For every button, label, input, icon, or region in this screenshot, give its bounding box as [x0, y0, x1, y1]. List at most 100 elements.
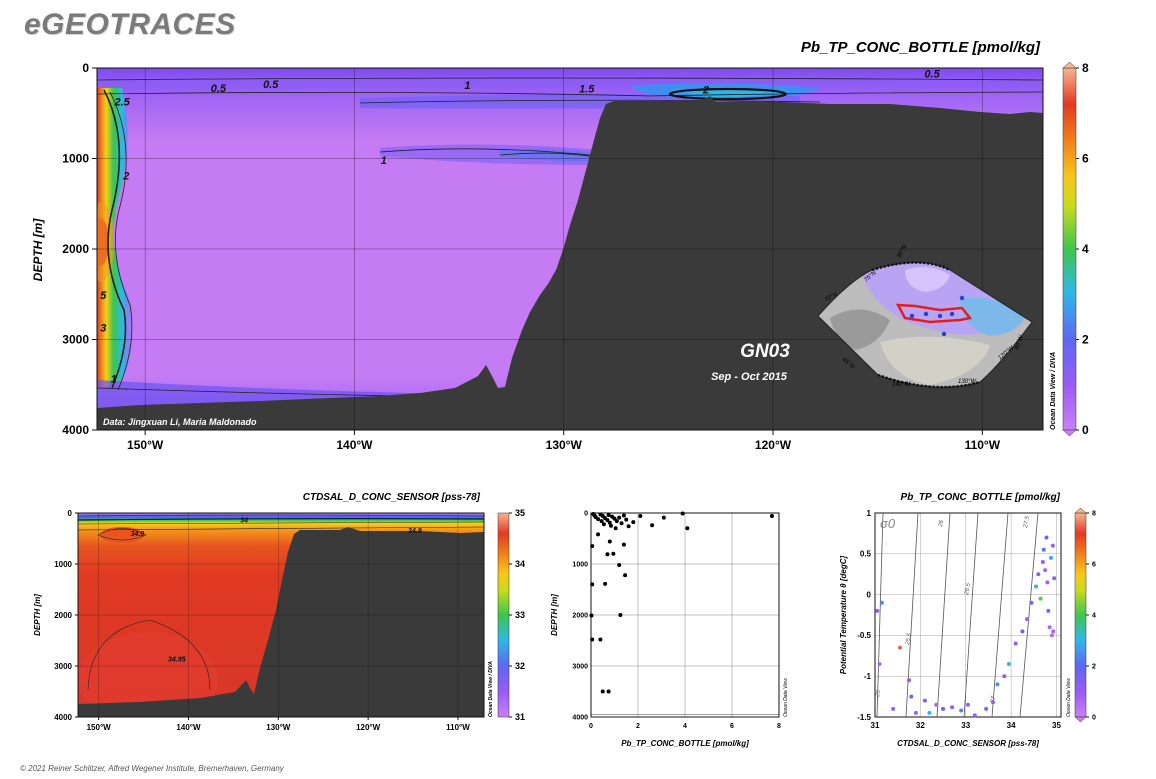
ts-point [1045, 580, 1050, 585]
sal-colorbar-ticks: 31 32 33 34 35 [509, 508, 525, 722]
ts-point [1050, 543, 1055, 548]
ts-frame [874, 512, 1062, 718]
profile-point [617, 563, 622, 568]
main-seafloor [97, 96, 1043, 430]
y-tick-label: 3000 [54, 662, 72, 671]
cruise-date: Sep - Oct 2015 [711, 371, 788, 383]
profile-point [685, 526, 690, 531]
profile-point [661, 515, 666, 520]
inset-canada [880, 336, 990, 385]
ts-point [941, 706, 946, 711]
contour-label: 3 [100, 323, 106, 335]
ts-point [934, 702, 939, 707]
isopycnal-label: 27 [990, 695, 997, 704]
inset-label-130w: 130°W [958, 379, 977, 385]
ts-point [1051, 629, 1056, 634]
main-colorbar-bottom-arrow [1062, 429, 1077, 437]
profile-point [590, 637, 595, 642]
y-tick-label: 2000 [572, 613, 588, 620]
profile-point [607, 520, 612, 525]
main-contour-labels: 0.5 0.5 1 1.5 2 0.5 1 2.5 2 5 3 1 [100, 68, 940, 385]
x-tick-label: 150°W [127, 438, 164, 452]
ts-point [1002, 674, 1007, 679]
profile-scatter-plot: 0 2 4 6 8 0 1000 2000 3000 4000 Pb_TP_CONC_BOTTLE… [550, 511, 789, 749]
y-tick-label: 2000 [54, 611, 72, 620]
profile-watermark: Ocean Data View [783, 678, 789, 717]
x-tick-label: 8 [777, 723, 781, 730]
sigma-label: σ0 [880, 516, 896, 531]
section-name: GN03 [740, 341, 790, 362]
copyright-footer: © 2021 Reiner Schlitzer, Alfred Wegener … [20, 764, 284, 773]
profile-point [601, 522, 606, 527]
colorbar-tick-label: 35 [515, 508, 525, 518]
contour-label: 2 [702, 85, 709, 97]
colorbar-tick-label: 34 [515, 559, 525, 569]
inset-map: 80°N 75°N 70°N 65°N 140°W 130°W 120°W 60… [817, 244, 1033, 389]
contour-label: 34.9 [130, 531, 144, 538]
profile-point [589, 613, 594, 618]
contour-label: 1 [111, 373, 117, 385]
ts-title: Pb_TP_CONC_BOTTLE [pmol/kg] [901, 492, 1061, 503]
profile-point [614, 519, 619, 524]
profile-point [769, 514, 774, 519]
ts-point [1041, 547, 1046, 552]
main-upper-band [97, 76, 1043, 90]
ts-point [1006, 661, 1011, 666]
isopycnal-label: 26.5 [964, 582, 972, 596]
inset-graticule-top [871, 261, 951, 272]
colorbar-tick-label: 0 [1092, 714, 1096, 721]
ts-point [1043, 568, 1048, 573]
y-tick-label: 0 [584, 511, 588, 518]
profile-grid [591, 513, 779, 717]
profile-point [596, 517, 601, 522]
x-tick-label: 31 [871, 721, 880, 730]
profile-point [631, 520, 636, 525]
y-tick-label: 0.5 [860, 550, 872, 559]
ts-colorbar [1074, 512, 1087, 718]
y-tick-label: 3000 [572, 664, 588, 671]
contour-label: 34.95 [168, 656, 186, 663]
profile-ticks: 0 2 4 6 8 0 1000 2000 3000 4000 [572, 511, 781, 731]
x-tick-label: 2 [636, 723, 640, 730]
x-tick-label: 6 [730, 723, 734, 730]
ts-point [913, 710, 918, 715]
profile-point [650, 523, 655, 528]
x-tick-label: 140°W [336, 438, 373, 452]
ts-point [990, 700, 995, 705]
colorbar-tick-label: 31 [515, 712, 525, 722]
ts-point [1029, 600, 1034, 605]
x-tick-label: 110°W [446, 723, 470, 732]
profile-point [606, 689, 611, 694]
profile-point [680, 511, 685, 516]
main-contour-2 [668, 87, 788, 101]
inset-deep-basin [905, 266, 950, 292]
y-tick-label: 4000 [572, 715, 588, 722]
x-tick-label: 33 [961, 721, 970, 730]
y-tick-label: 1000 [572, 562, 588, 569]
ts-point [972, 713, 977, 718]
ts-isopycnal-labels: 25 25.5 26 26.5 27 27.5 [875, 515, 1031, 704]
ts-diagram-plot: 25 25.5 26 26.5 27 27.5 σ0 31 32 33 34 3510.… [839, 492, 1096, 748]
sal-contour-labels: 34.9 34 34.9 34.95 [130, 518, 421, 664]
ts-point [927, 710, 932, 715]
profile-points [589, 511, 774, 694]
profile-point [606, 513, 611, 518]
main-watermark: Ocean Data View / DIVA [1050, 352, 1057, 430]
profile-point [605, 518, 610, 523]
isopycnal-label: 25.5 [905, 632, 913, 646]
sal-colorbar [497, 512, 510, 718]
y-tick-label: -1.5 [857, 713, 871, 722]
x-tick-label: 120°W [356, 723, 381, 732]
ts-point [984, 706, 989, 711]
inset-cruise-track [895, 303, 973, 324]
x-tick-label: 130°W [266, 723, 291, 732]
ts-ticks: 31 32 33 34 35 1 0.5 0 -0.5 -1 -1.5 [857, 509, 1061, 730]
y-tick-label: 1000 [54, 560, 72, 569]
sal-grid [78, 513, 484, 717]
y-tick-label: 1000 [62, 152, 89, 166]
contour-label: 34 [240, 518, 248, 525]
isopycnal-label: 27.5 [1023, 515, 1031, 529]
colorbar-tick-label: 8 [1082, 61, 1089, 75]
sal-title: CTDSAL_D_CONC_SENSOR [pss-78] [303, 492, 481, 503]
ts-xlabel: CTDSAL_D_CONC_SENSOR [pss-78] [897, 739, 1039, 748]
